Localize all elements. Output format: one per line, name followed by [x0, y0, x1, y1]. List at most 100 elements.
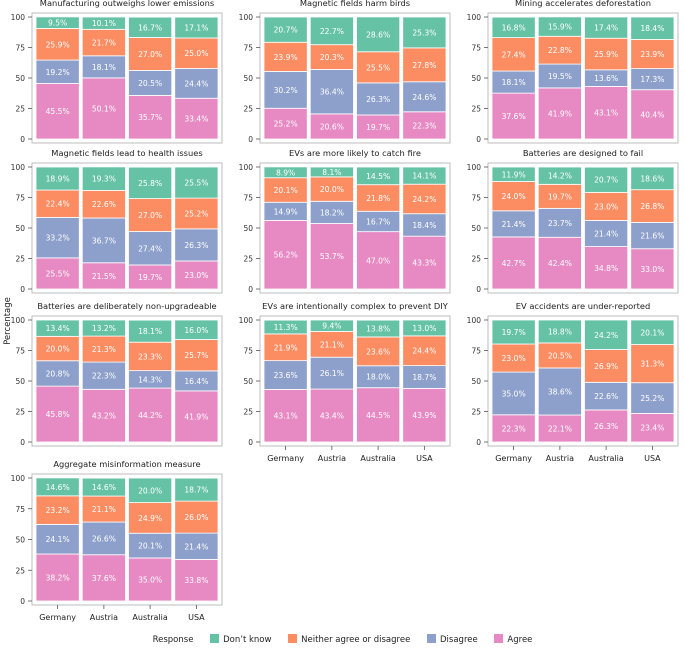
data-label: 23.2% — [46, 506, 70, 515]
y-tick-label: 0 — [248, 285, 253, 294]
y-tick-label: 25 — [243, 408, 253, 417]
data-label: 18.9% — [46, 175, 70, 184]
data-label: 20.1% — [138, 542, 162, 551]
data-label: 25.8% — [138, 179, 162, 188]
bar-segment-dont-know — [356, 319, 401, 338]
data-label: 22.3% — [92, 372, 116, 381]
data-label: 25.9% — [594, 50, 618, 59]
bar-segment-neither — [263, 41, 308, 72]
data-label: 19.2% — [46, 68, 70, 77]
panel-title: Magnetic fields harm birds — [300, 0, 410, 8]
y-tick-label: 25 — [15, 566, 25, 575]
bar-segment-neither — [584, 191, 629, 221]
bar-segment-dont-know — [491, 166, 536, 182]
bar-segment-neither — [584, 37, 629, 71]
y-tick-label: 50 — [243, 224, 253, 233]
data-label: 9.4% — [322, 322, 341, 331]
data-label: 21.8% — [366, 194, 390, 203]
legend-swatch-disagree — [427, 634, 436, 643]
y-tick-label: 50 — [243, 377, 253, 386]
data-label: 14.3% — [138, 375, 162, 384]
data-label: 22.4% — [46, 200, 70, 209]
x-tick-label: Australia — [588, 454, 623, 463]
data-label: 13.8% — [366, 325, 390, 334]
data-label: 42.4% — [548, 259, 572, 268]
y-tick-label: 50 — [471, 74, 481, 83]
data-label: 21.3% — [92, 345, 116, 354]
y-tick-label: 75 — [243, 194, 253, 203]
y-tick-label: 100 — [11, 316, 26, 325]
y-tick-label: 50 — [15, 224, 25, 233]
bar-segment-dont-know — [491, 16, 536, 39]
data-label: 27.0% — [138, 211, 162, 220]
data-label: 23.0% — [594, 202, 618, 211]
data-label: 23.4% — [640, 424, 664, 433]
panel-title: Batteries are deliberately non-upgradeab… — [37, 301, 216, 311]
data-label: 26.6% — [92, 534, 116, 543]
data-label: 19.3% — [92, 175, 116, 184]
bar-segment-agree — [402, 388, 447, 443]
x-tick-label: Austria — [546, 454, 574, 463]
y-tick-label: 100 — [11, 474, 26, 483]
data-label: 18.1% — [502, 78, 526, 87]
bar-segment-neither — [537, 183, 582, 209]
y-tick-label: 0 — [248, 438, 253, 447]
bar-segment-dont-know — [630, 319, 675, 345]
data-label: 56.2% — [274, 251, 298, 260]
data-label: 19.7% — [366, 123, 390, 132]
panel-title: EVs are more likely to catch fire — [289, 148, 421, 158]
data-label: 34.8% — [594, 264, 618, 273]
bar-segment-agree — [584, 246, 629, 290]
data-label: 20.0% — [46, 345, 70, 354]
y-tick-label: 75 — [15, 347, 25, 356]
bar-segment-dont-know — [537, 166, 582, 185]
data-label: 27.4% — [502, 50, 526, 59]
bar-segment-dont-know — [263, 16, 308, 43]
data-label: 36.4% — [320, 88, 344, 97]
data-label: 23.9% — [640, 50, 664, 59]
bar-segment-agree — [630, 89, 675, 140]
panel-title: Manufacturing outweighs lower emissions — [40, 0, 214, 8]
data-label: 43.3% — [412, 259, 436, 268]
data-label: 25.5% — [184, 179, 208, 188]
bar-segment-dont-know — [263, 166, 308, 179]
bar-segment-agree — [35, 385, 80, 443]
bar-segment-agree — [263, 107, 308, 140]
bar-segment-neither — [491, 343, 536, 373]
bar-segment-agree — [263, 220, 308, 290]
data-label: 23.6% — [366, 347, 390, 356]
bar-segment-dont-know — [402, 166, 447, 185]
data-label: 11.9% — [502, 170, 526, 179]
data-label: 37.6% — [92, 574, 116, 583]
data-label: 22.6% — [92, 200, 116, 209]
data-label: 25.3% — [412, 28, 436, 37]
bar-segment-dont-know — [81, 319, 126, 337]
data-label: 53.7% — [320, 252, 344, 261]
bar-segment-dont-know — [309, 319, 354, 332]
bar-segment-neither — [81, 190, 126, 219]
bar-segment-neither — [174, 37, 219, 69]
data-label: 47.0% — [366, 256, 390, 265]
panel-title: EVs are intentionally complex to prevent… — [262, 301, 449, 311]
data-label: 25.5% — [366, 63, 390, 72]
bar-segment-neither — [630, 344, 675, 384]
data-label: 26.9% — [594, 362, 618, 371]
data-label: 25.2% — [640, 394, 664, 403]
bar-segment-agree — [81, 554, 126, 602]
bar-segment-agree — [402, 111, 447, 140]
panel-title: Aggregate misinformation measure — [53, 459, 200, 469]
bar-segment-agree — [81, 388, 126, 443]
bar-segment-dont-know — [81, 166, 126, 191]
bar-segment-dont-know — [356, 166, 401, 186]
data-label: 20.7% — [274, 26, 298, 35]
legend-title: Response — [152, 634, 194, 645]
data-label: 24.4% — [412, 347, 436, 356]
bar-segment-neither — [263, 333, 308, 362]
data-label: 23.9% — [274, 53, 298, 62]
bar-segment-dont-know — [128, 477, 173, 504]
x-tick-label: Austria — [90, 613, 118, 622]
x-tick-label: Australia — [132, 613, 167, 622]
bar-segment-agree — [356, 114, 401, 140]
data-label: 26.3% — [366, 95, 390, 104]
legend-label-dont-know: Don’t know — [223, 635, 272, 645]
